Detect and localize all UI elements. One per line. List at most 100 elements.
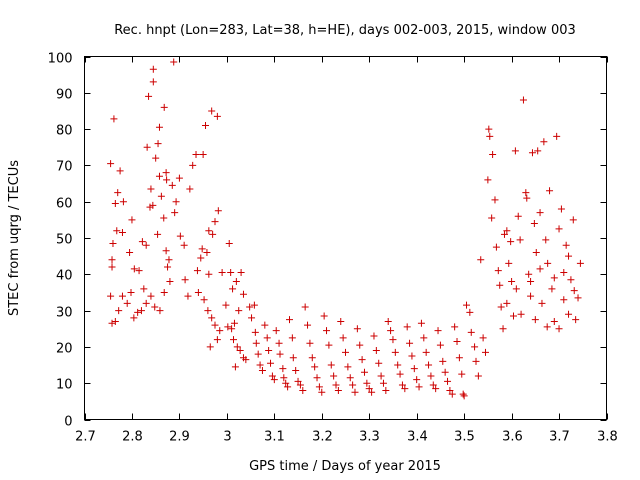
y-tick-label: 10 — [56, 378, 73, 393]
data-point — [471, 343, 479, 351]
data-point — [375, 359, 383, 367]
data-point — [538, 299, 546, 307]
data-point — [246, 303, 254, 311]
data-point — [459, 390, 467, 398]
data-point — [162, 247, 170, 255]
data-point — [534, 147, 542, 155]
data-point — [523, 194, 531, 202]
data-point — [181, 276, 189, 284]
data-point — [550, 274, 558, 282]
data-point — [451, 323, 459, 331]
data-point — [425, 361, 433, 369]
data-point — [557, 205, 565, 213]
data-point — [499, 325, 507, 333]
data-point — [200, 296, 208, 304]
data-point — [325, 341, 333, 349]
data-point — [485, 125, 493, 133]
data-point — [123, 299, 131, 307]
data-point — [270, 376, 278, 384]
data-point — [527, 292, 535, 300]
data-point — [171, 209, 179, 217]
data-point — [265, 347, 273, 355]
data-point — [248, 314, 256, 322]
data-point — [227, 268, 235, 276]
data-point — [230, 319, 238, 327]
data-point — [570, 287, 578, 295]
data-point — [149, 65, 157, 73]
data-point — [441, 368, 449, 376]
data-point — [233, 343, 241, 351]
data-point — [486, 132, 494, 140]
data-point — [560, 296, 568, 304]
data-point — [232, 278, 240, 286]
data-point — [372, 347, 380, 355]
data-point — [509, 312, 517, 320]
data-point — [108, 319, 116, 327]
data-point — [384, 317, 392, 325]
data-point — [522, 189, 530, 197]
data-point — [189, 161, 197, 169]
data-point — [330, 372, 338, 380]
data-point — [225, 239, 233, 247]
data-point — [387, 327, 395, 335]
data-point — [432, 385, 440, 393]
data-point — [427, 372, 435, 380]
data-point — [458, 370, 466, 378]
data-point — [294, 377, 302, 385]
data-point — [118, 292, 126, 300]
data-point — [236, 347, 244, 355]
data-point — [377, 372, 385, 380]
x-tick-label: 3.2 — [312, 430, 333, 445]
data-point — [536, 265, 544, 273]
y-tick-label: 20 — [56, 342, 73, 357]
data-point — [467, 328, 475, 336]
data-point — [113, 227, 121, 235]
data-point — [546, 187, 554, 195]
data-point — [532, 249, 540, 257]
data-point — [410, 365, 418, 373]
data-point — [176, 232, 184, 240]
data-point — [479, 334, 487, 342]
data-point — [209, 230, 217, 238]
data-point — [146, 203, 154, 211]
data-point — [284, 383, 292, 391]
data-point — [494, 267, 502, 275]
data-point — [301, 303, 309, 311]
data-point — [157, 192, 165, 200]
data-point — [108, 256, 116, 264]
data-point — [313, 374, 321, 382]
data-point — [213, 112, 221, 120]
data-point — [140, 285, 148, 293]
data-point — [448, 390, 456, 398]
data-point — [382, 386, 390, 394]
data-point — [353, 325, 361, 333]
data-point — [491, 196, 499, 204]
data-point — [184, 292, 192, 300]
data-point — [444, 377, 452, 385]
y-axis-label: STEC from uqrg / TECUs — [7, 160, 22, 316]
data-point — [344, 363, 352, 371]
data-point — [555, 225, 563, 233]
data-point — [242, 356, 250, 364]
data-point — [154, 230, 162, 238]
data-point — [517, 310, 525, 318]
y-tick-label: 100 — [48, 52, 73, 67]
data-point — [156, 307, 164, 315]
data-point — [267, 359, 275, 367]
y-tick-label: 60 — [56, 197, 73, 212]
y-tick-label: 0 — [64, 415, 72, 430]
data-point — [107, 292, 115, 300]
data-point — [194, 288, 202, 296]
data-point — [168, 181, 176, 189]
data-point — [160, 103, 168, 111]
data-point — [500, 230, 508, 238]
data-point — [413, 376, 421, 384]
data-point — [237, 268, 245, 276]
data-point — [379, 379, 387, 387]
data-point — [481, 348, 489, 356]
data-point — [505, 259, 513, 267]
data-point — [332, 381, 340, 389]
data-point — [149, 201, 157, 209]
data-point — [149, 78, 157, 86]
